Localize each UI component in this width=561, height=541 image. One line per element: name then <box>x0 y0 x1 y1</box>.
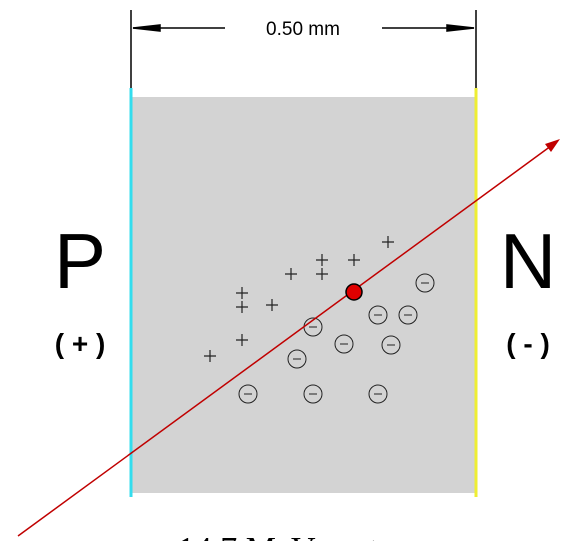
electron <box>303 384 323 404</box>
hole <box>285 268 297 280</box>
dimension-line <box>132 24 475 32</box>
hole <box>316 268 328 280</box>
proton-track <box>17 139 560 537</box>
beam-label: 14.7 MeV proton <box>178 531 413 541</box>
depletion-region <box>131 97 476 493</box>
electron <box>398 305 418 325</box>
n-label: N <box>500 217 556 305</box>
p-label: P <box>54 217 106 305</box>
hole <box>348 254 360 266</box>
hole <box>236 301 248 313</box>
electron <box>415 273 435 293</box>
dimension-label: 0.50 mm <box>266 19 340 40</box>
p-charge: ( + ) <box>55 328 106 359</box>
hole <box>266 299 278 311</box>
n-charge: ( - ) <box>506 328 550 359</box>
hole <box>236 287 248 299</box>
electron <box>334 334 354 354</box>
carriers <box>204 236 435 404</box>
hole <box>316 254 328 266</box>
electron <box>287 349 307 369</box>
electron <box>238 384 258 404</box>
hole <box>382 236 394 248</box>
hole <box>204 350 216 362</box>
ion-hit <box>345 283 363 301</box>
electron <box>368 305 388 325</box>
electron <box>381 335 401 355</box>
hole <box>236 334 248 346</box>
electron <box>368 384 388 404</box>
